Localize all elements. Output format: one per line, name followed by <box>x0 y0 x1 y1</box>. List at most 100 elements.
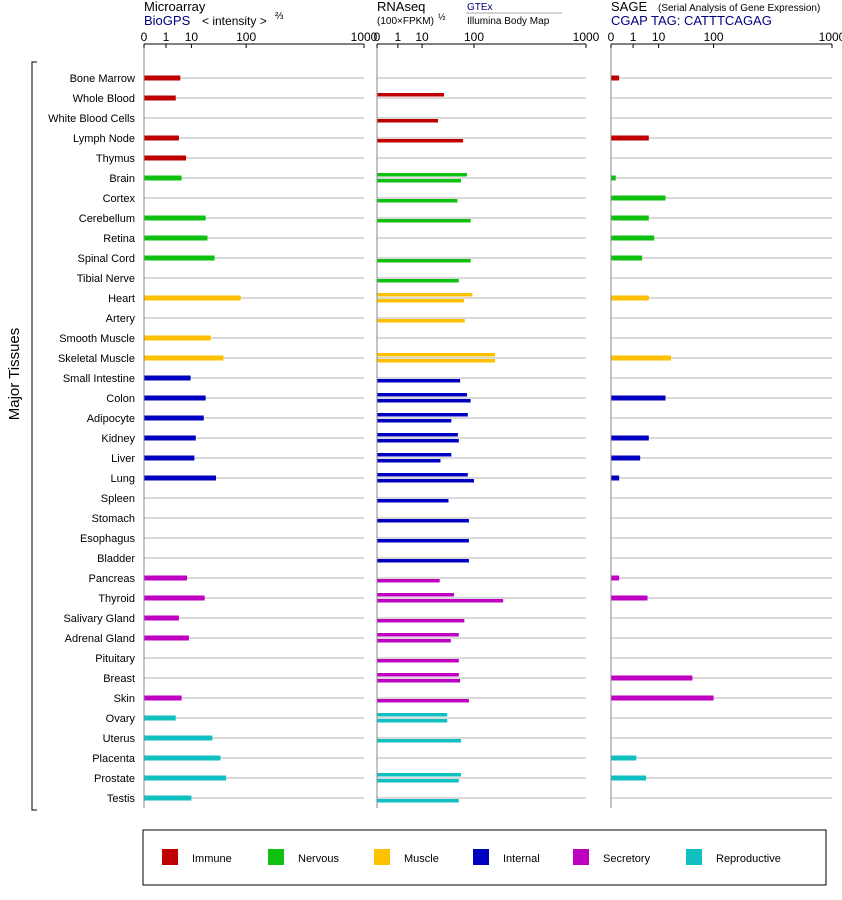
tissue-label: Spinal Cord <box>78 253 135 265</box>
bar <box>377 713 448 717</box>
x-tick-label: 10 <box>185 30 199 44</box>
tissue-label: Stomach <box>92 513 135 525</box>
bar <box>377 119 439 123</box>
tissue-label: Adipocyte <box>87 413 135 425</box>
legend-swatch <box>573 849 589 865</box>
bar <box>144 635 189 641</box>
microarray-unit-exponent: ⅔ <box>275 11 284 22</box>
y-axis-title: Major Tissues <box>6 328 23 421</box>
tissue-label: Thyroid <box>98 593 135 605</box>
legend-label: Immune <box>192 853 232 865</box>
microarray-title: Microarray <box>144 0 206 14</box>
bar <box>377 633 459 637</box>
tissue-label: Artery <box>106 313 136 325</box>
tissue-label: Salivary Gland <box>63 613 135 625</box>
bar <box>377 539 469 543</box>
bar <box>144 395 206 401</box>
bar <box>377 473 468 477</box>
legend-label: Nervous <box>298 853 339 865</box>
x-tick-label: 100 <box>464 30 484 44</box>
tissue-label: Prostate <box>94 773 135 785</box>
bar <box>144 775 227 781</box>
bar <box>611 595 648 601</box>
bar <box>377 559 469 563</box>
tissue-label: Brain <box>109 173 135 185</box>
bar <box>377 659 459 663</box>
bar <box>377 499 449 503</box>
bar <box>611 675 693 681</box>
tissue-label: Skeletal Muscle <box>58 353 135 365</box>
tissue-label: Heart <box>108 293 135 305</box>
x-tick-label: 100 <box>704 30 724 44</box>
bar <box>144 235 208 241</box>
bar <box>611 195 666 201</box>
tissue-label: Pituitary <box>95 653 135 665</box>
rnaseq-unit: (100×FPKM) <box>377 16 434 27</box>
bar <box>377 599 504 603</box>
legend-swatch <box>473 849 489 865</box>
bar <box>611 135 649 141</box>
bar <box>144 375 191 381</box>
bar <box>144 135 179 141</box>
tissue-label: Placenta <box>92 753 136 765</box>
bar <box>611 475 620 481</box>
bar <box>377 579 440 583</box>
bar <box>144 175 182 181</box>
bar <box>377 453 452 457</box>
axes-layer: 011010010000110100100001101001000Bone Ma… <box>48 30 842 808</box>
tissue-label: Skin <box>114 693 135 705</box>
bar <box>377 673 459 677</box>
bar <box>377 773 462 777</box>
x-tick-label: 1000 <box>351 30 378 44</box>
bar <box>377 619 465 623</box>
bar <box>144 715 176 721</box>
x-tick-label: 10 <box>415 30 429 44</box>
microarray-unit: < intensity > <box>202 14 267 28</box>
bar <box>611 215 649 221</box>
microarray-source: BioGPS <box>144 13 191 28</box>
bar <box>377 593 454 597</box>
bar <box>144 215 206 221</box>
bar <box>377 139 464 143</box>
x-tick-label: 100 <box>236 30 256 44</box>
bar <box>377 519 469 523</box>
bar <box>377 699 469 703</box>
x-tick-label: 0 <box>374 30 381 44</box>
legend-swatch <box>374 849 390 865</box>
illumina-source-label: Illumina Body Map <box>467 16 550 27</box>
legend-label: Internal <box>503 853 540 865</box>
bar <box>611 755 637 761</box>
bar <box>144 355 224 361</box>
bar <box>377 739 462 743</box>
x-tick-label: 1000 <box>819 30 842 44</box>
x-tick-label: 1 <box>630 30 637 44</box>
tissue-label: Bone Marrow <box>70 73 135 85</box>
tissue-label: Ovary <box>106 713 136 725</box>
legend-label: Secretory <box>603 853 651 865</box>
x-tick-label: 1 <box>395 30 402 44</box>
bar <box>377 259 471 263</box>
bar <box>144 615 179 621</box>
bar <box>377 179 462 183</box>
bar <box>377 219 471 223</box>
bar <box>611 395 666 401</box>
bar <box>377 353 496 357</box>
bar <box>144 735 213 741</box>
bar <box>377 639 451 643</box>
tissue-label: Tibial Nerve <box>77 273 135 285</box>
bar <box>377 93 445 97</box>
tissue-label: Lymph Node <box>73 133 135 145</box>
bar <box>611 175 616 181</box>
bar <box>377 173 468 177</box>
bar <box>144 755 221 761</box>
bar <box>144 255 215 261</box>
bar <box>377 393 468 397</box>
tissue-label: Breast <box>103 673 135 685</box>
sage-tag-label: CGAP TAG: CATTTCAGAG <box>611 13 772 28</box>
tissue-label: Spleen <box>101 493 135 505</box>
bar <box>611 75 620 81</box>
bar <box>377 679 461 683</box>
bar <box>144 75 181 81</box>
grid-layer <box>144 77 832 799</box>
